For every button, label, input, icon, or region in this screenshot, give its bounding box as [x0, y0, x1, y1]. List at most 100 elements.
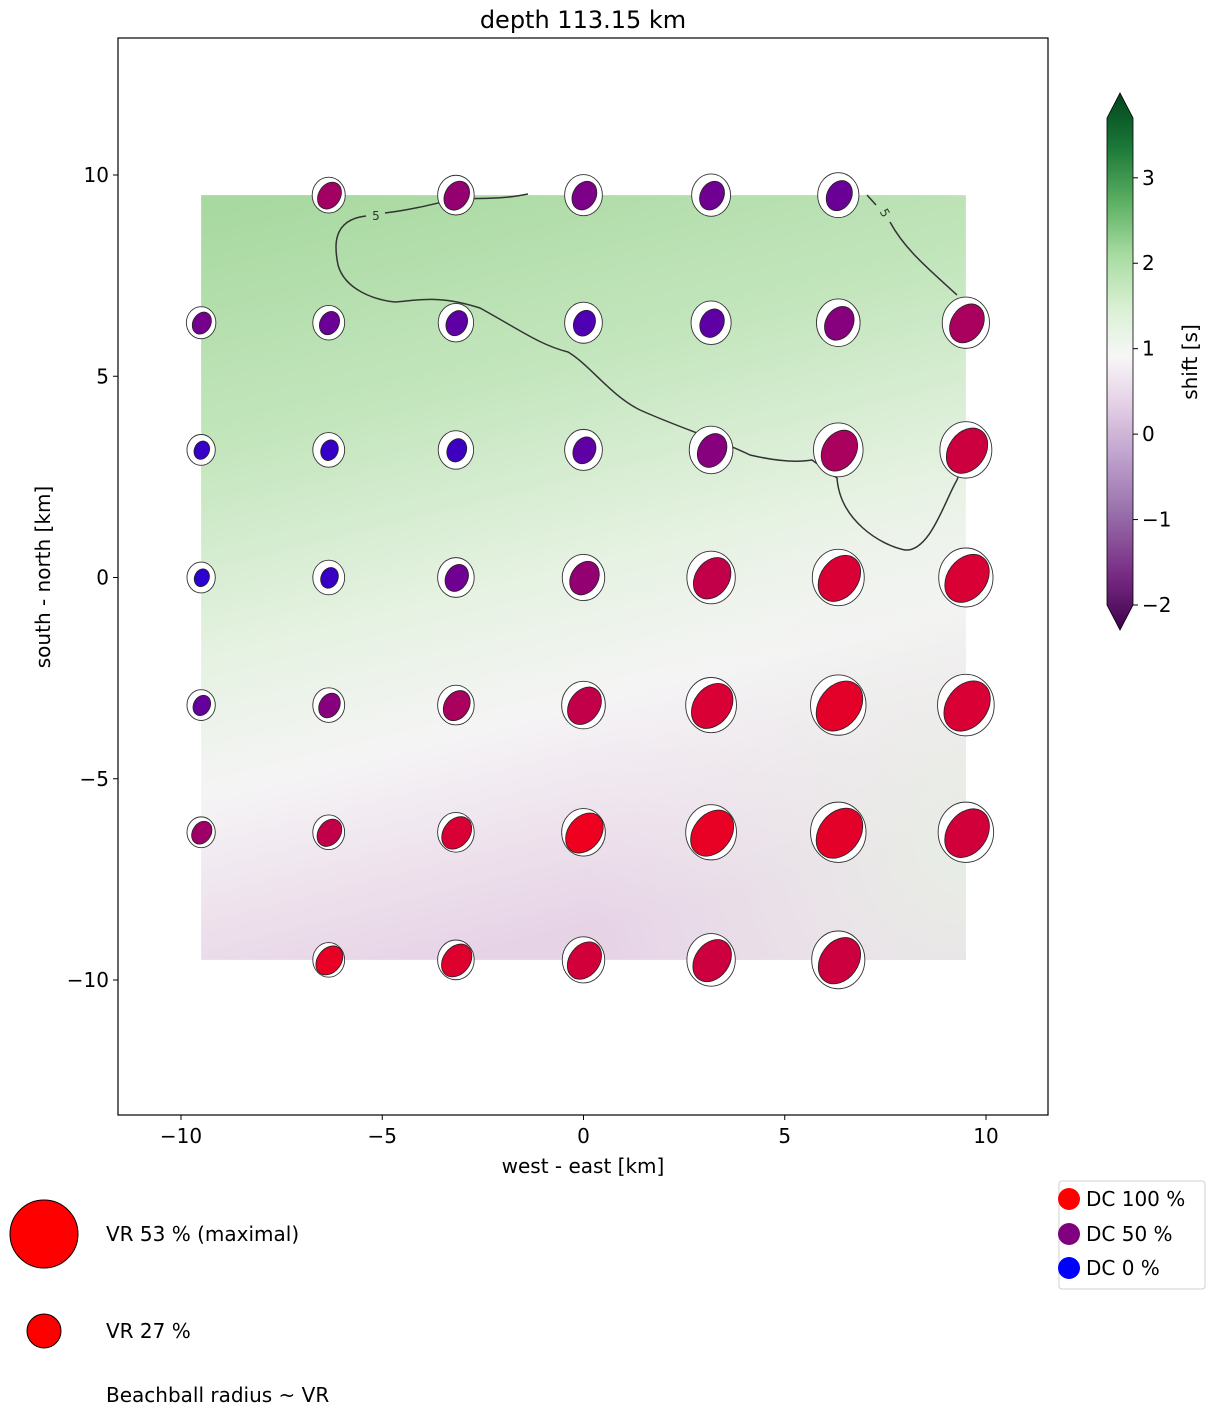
beachball	[561, 680, 606, 730]
beachball	[311, 176, 346, 214]
beachball-pressure-lens	[817, 937, 862, 985]
colorbar-tick-label: 0	[1142, 422, 1155, 446]
beachball	[688, 425, 734, 475]
beachball	[810, 674, 867, 736]
beachball	[312, 304, 346, 341]
beachball	[811, 930, 866, 990]
beachball-pressure-lens	[815, 807, 864, 859]
beachball-pressure-lens	[572, 436, 597, 465]
colorbar: −2 −1 0 1 2 3 shift [s]	[1106, 92, 1202, 631]
beachball	[561, 936, 606, 984]
beachball-pressure-lens	[692, 557, 732, 600]
beachball-pressure-lens	[442, 690, 471, 722]
beachball	[813, 422, 864, 478]
colorbar-body	[1106, 92, 1134, 631]
dc-0-label: DC 0 %	[1086, 1256, 1160, 1280]
beachball	[437, 430, 475, 470]
beachball-pressure-lens	[443, 180, 470, 211]
beachball-pressure-lens	[944, 808, 990, 858]
beachball-pressure-lens	[572, 309, 596, 337]
x-tick-label: 10	[973, 1124, 998, 1148]
beachball	[690, 300, 732, 345]
beachball-pressure-lens	[191, 820, 213, 845]
dc-50-swatch	[1058, 1223, 1080, 1245]
beachball-pressure-lens	[446, 438, 468, 463]
beachball-pressure-lens	[320, 567, 339, 589]
beachball	[564, 174, 603, 217]
y-axis: −10 −5 0 5 10	[67, 163, 118, 992]
dc-legend: DC 100 % DC 50 % DC 0 %	[1058, 1180, 1206, 1290]
beachball-pressure-lens	[569, 560, 600, 596]
beachball	[186, 434, 216, 466]
beachball	[437, 939, 475, 981]
beachball-pressure-lens	[945, 427, 989, 474]
y-tick-label: 5	[96, 364, 109, 388]
x-axis-label: west - east [km]	[502, 1154, 665, 1178]
beachball	[937, 673, 995, 737]
beachball-pressure-lens	[316, 818, 343, 847]
contour-line-5-east	[866, 194, 958, 296]
x-tick-label: −5	[368, 1124, 397, 1148]
vr-max-label: VR 53 % (maximal)	[106, 1222, 299, 1246]
beachball	[186, 816, 216, 849]
beachball	[185, 306, 217, 340]
contour-label-west: 5	[372, 209, 380, 223]
beachball-pressure-lens	[944, 553, 990, 603]
beachball	[564, 301, 603, 344]
beachball	[939, 421, 993, 479]
beachball-pressure-lens	[444, 564, 469, 592]
beachball	[437, 684, 475, 726]
vr-min-label: VR 27 %	[106, 1319, 191, 1343]
y-tick-label: −10	[67, 968, 109, 992]
beachball-pressure-lens	[943, 680, 991, 732]
beachballs	[185, 172, 995, 990]
beachball-pressure-lens	[445, 310, 468, 337]
beachball-pressure-lens	[699, 180, 725, 211]
beachball	[312, 559, 346, 596]
beachball-pressure-lens	[825, 180, 853, 212]
x-tick-label: −10	[160, 1124, 202, 1148]
beachball	[941, 296, 990, 349]
beachball	[437, 303, 475, 343]
beachball-pressure-lens	[699, 308, 725, 338]
colorbar-tick-label: −2	[1142, 593, 1171, 617]
beachball-pressure-lens	[824, 306, 855, 341]
y-tick-label: 10	[84, 163, 109, 187]
dc-100-swatch	[1058, 1188, 1080, 1210]
beachball-pressure-lens	[192, 694, 212, 717]
beachball-pressure-lens	[567, 686, 602, 725]
beachball-pressure-lens	[318, 311, 340, 336]
y-tick-label: 0	[96, 566, 109, 590]
colorbar-tick-label: 2	[1142, 251, 1155, 275]
beachball	[312, 432, 346, 468]
x-tick-label: 0	[577, 1124, 590, 1148]
beachball	[691, 173, 732, 217]
beachball-pressure-lens	[315, 945, 344, 976]
beachball-pressure-lens	[193, 440, 211, 460]
beachball	[561, 553, 606, 602]
beachball	[817, 172, 860, 219]
vr-note: Beachball radius ~ VR	[106, 1383, 329, 1407]
beachball-pressure-lens	[696, 433, 728, 468]
beachball	[312, 687, 346, 723]
beachball-pressure-lens	[817, 554, 862, 602]
beachball	[937, 801, 995, 863]
vr-max-symbol	[9, 1199, 79, 1269]
beachball	[186, 689, 216, 721]
beachball-pressure-lens	[566, 941, 602, 980]
beachball-pressure-lens	[318, 692, 341, 719]
y-axis-label: south - north [km]	[31, 486, 55, 668]
beachball-pressure-lens	[815, 680, 864, 732]
beachball	[437, 811, 475, 853]
beachball-pressure-lens	[571, 180, 598, 211]
beachball-pressure-lens	[949, 303, 985, 344]
beachball	[564, 428, 603, 471]
beachball	[815, 298, 861, 347]
beachball-pressure-lens	[191, 311, 212, 335]
beachball	[811, 548, 865, 607]
beachball-pressure-lens	[441, 816, 473, 850]
beachball-pressure-lens	[320, 439, 339, 461]
colorbar-label: shift [s]	[1178, 324, 1202, 400]
beachball	[685, 804, 737, 861]
